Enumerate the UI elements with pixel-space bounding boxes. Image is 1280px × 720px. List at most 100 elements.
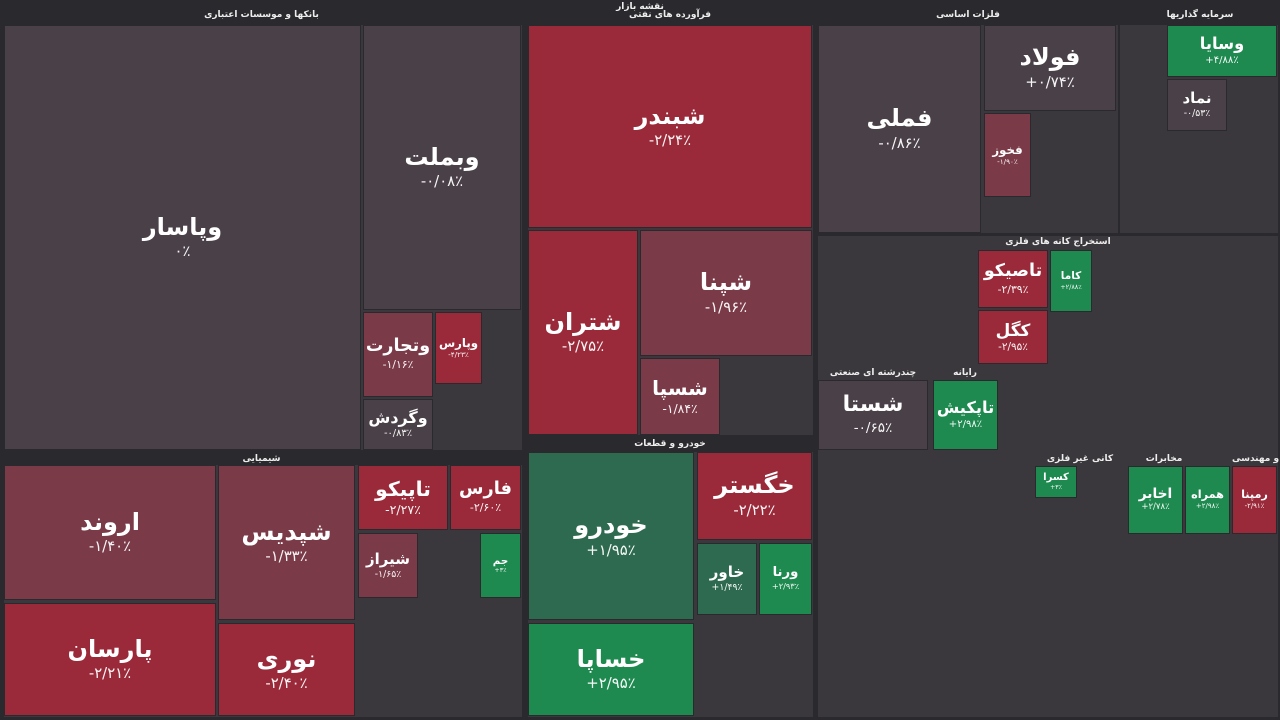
sector-title: فرآورده های نفتی xyxy=(628,10,712,20)
stock-change: +۲/۹۵٪ xyxy=(586,674,636,693)
sector-title: سرمایه گذاریها xyxy=(1166,10,1234,20)
stock-name: وگردش xyxy=(368,408,428,428)
stock-tile[interactable]: کسرا +۳٪ xyxy=(1035,466,1077,498)
stock-tile[interactable]: نوری -۲/۴۰٪ xyxy=(218,623,355,716)
stock-tile[interactable]: شپنا -۱/۹۶٪ xyxy=(640,230,812,356)
stock-change: -۲/۹۱٪ xyxy=(1244,501,1265,510)
stock-name: اخابر xyxy=(1138,485,1173,502)
stock-name: وسایا xyxy=(1199,34,1245,54)
stock-name: خساپا xyxy=(576,644,646,673)
stock-change: +۲/۹۳٪ xyxy=(771,581,800,592)
stock-change: -۲/۲۱٪ xyxy=(88,664,132,683)
stock-tile[interactable]: شستا -۰/۶۵٪ xyxy=(818,380,928,450)
stock-tile[interactable]: خودرو +۱/۹۵٪ xyxy=(528,452,694,620)
stock-tile[interactable]: فخوز -۱/۹۰٪ xyxy=(984,113,1031,197)
stock-change: -۱/۹۰٪ xyxy=(997,156,1018,166)
stock-tile[interactable]: فولاد +۰/۷۴٪ xyxy=(984,25,1116,111)
stock-name: اروند xyxy=(80,507,140,536)
stock-name: شپنا xyxy=(699,268,753,297)
stock-tile[interactable]: کگل -۲/۹۵٪ xyxy=(978,310,1048,364)
stock-tile[interactable]: وتجارت -۱/۱۶٪ xyxy=(363,312,433,397)
stock-name: شتران xyxy=(544,307,622,336)
stock-tile[interactable]: نماد -۰/۵۳٪ xyxy=(1167,79,1227,131)
stock-tile[interactable]: خگستر -۲/۲۲٪ xyxy=(697,452,812,540)
stock-tile[interactable]: تاصیکو -۲/۳۹٪ xyxy=(978,250,1048,308)
stock-change: +۱/۴۹٪ xyxy=(711,582,743,594)
stock-tile[interactable]: خساپا +۲/۹۵٪ xyxy=(528,623,694,716)
stock-change: +۳٪ xyxy=(1050,483,1062,491)
stock-tile[interactable]: همراه +۲/۹۸٪ xyxy=(1185,466,1230,534)
sector-title: خودرو و قطعات xyxy=(634,439,706,449)
stock-change: -۲/۲۴٪ xyxy=(648,131,692,150)
stock-change: +۱/۹۵٪ xyxy=(586,540,636,559)
stock-tile[interactable]: وبملت -۰/۰۸٪ xyxy=(363,25,521,310)
stock-name: شیراز xyxy=(366,549,410,568)
stock-name: خودرو xyxy=(574,511,648,540)
stock-name: جم xyxy=(492,554,509,567)
page-title: نقشه بازار xyxy=(616,2,664,12)
stock-change: -۱/۸۴٪ xyxy=(662,400,698,416)
stock-change: -۱/۳۳٪ xyxy=(265,547,308,566)
stock-tile[interactable]: شبندر -۲/۲۴٪ xyxy=(528,25,812,228)
stock-tile[interactable]: وگردش -۰/۸۳٪ xyxy=(363,399,433,450)
stock-tile[interactable]: تاپیکو -۲/۲۷٪ xyxy=(358,465,448,530)
stock-tile[interactable]: شیراز -۱/۶۵٪ xyxy=(358,533,418,598)
stock-change: -۲/۳۹٪ xyxy=(997,282,1029,296)
stock-change: +۲/۷۸٪ xyxy=(1141,502,1170,513)
stock-name: شبندر xyxy=(634,101,706,130)
stock-name: وبملت xyxy=(404,142,480,171)
stock-tile[interactable]: رمپنا -۲/۹۱٪ xyxy=(1232,466,1277,534)
stock-change: -۴/۲۳٪ xyxy=(448,349,469,359)
stock-name: پارسان xyxy=(67,634,153,663)
stock-name: رمپنا xyxy=(1241,488,1268,502)
stock-name: تاصیکو xyxy=(983,260,1043,281)
stock-name: کسرا xyxy=(1043,471,1069,483)
stock-change: -۱/۱۶٪ xyxy=(382,358,414,372)
stock-change: -۱/۴۰٪ xyxy=(88,537,132,556)
stock-tile[interactable]: پارسان -۲/۲۱٪ xyxy=(4,603,216,716)
stock-change: -۲/۲۲٪ xyxy=(733,500,776,519)
stock-name: کاما xyxy=(1060,270,1082,283)
stock-change: -۲/۲۷٪ xyxy=(385,501,421,517)
stock-change: +۳٪ xyxy=(494,567,507,575)
stock-tile[interactable]: وسایا +۴/۸۸٪ xyxy=(1167,25,1277,77)
sector-title: مخابرات xyxy=(1145,454,1183,464)
stock-tile[interactable]: فملی -۰/۸۶٪ xyxy=(818,25,981,233)
sector-title: رایانه xyxy=(953,368,977,378)
stock-tile[interactable]: خاور +۱/۴۹٪ xyxy=(697,543,757,615)
stock-change: -۲/۴۰٪ xyxy=(265,674,308,693)
stock-change: +۲/۹۸٪ xyxy=(948,418,983,430)
stock-change: +۲/۸۸٪ xyxy=(1060,282,1082,291)
stock-name: شپدیس xyxy=(241,517,332,546)
stock-name: وپارس xyxy=(438,335,479,350)
stock-tile[interactable]: شسپا -۱/۸۴٪ xyxy=(640,358,720,435)
stock-tile[interactable]: فارس -۲/۶۰٪ xyxy=(450,465,521,530)
sector-title: شیمیایی xyxy=(242,454,281,464)
sector-title: چندرشته ای صنعتی xyxy=(829,368,917,378)
stock-tile[interactable]: تاپکیش +۲/۹۸٪ xyxy=(933,380,998,450)
stock-name: شستا xyxy=(842,392,904,418)
stock-tile[interactable]: شتران -۲/۷۵٪ xyxy=(528,230,638,435)
stock-name: ورنا xyxy=(772,565,799,581)
stock-name: وپاسار xyxy=(142,212,223,241)
stock-tile[interactable]: ورنا +۲/۹۳٪ xyxy=(759,543,812,615)
stock-change: +۲/۹۸٪ xyxy=(1195,501,1220,510)
stock-tile[interactable]: جم +۳٪ xyxy=(480,533,521,598)
stock-change: -۱/۹۶٪ xyxy=(704,297,748,316)
stock-tile[interactable]: وپارس -۴/۲۳٪ xyxy=(435,312,482,384)
stock-tile[interactable]: کاما +۲/۸۸٪ xyxy=(1050,250,1092,312)
stock-tile[interactable]: وپاسار ۰٪ xyxy=(4,25,361,450)
stock-name: تاپکیش xyxy=(936,398,995,418)
stock-change: -۲/۹۵٪ xyxy=(998,340,1028,353)
stock-tile[interactable]: اخابر +۲/۷۸٪ xyxy=(1128,466,1183,534)
stock-tile[interactable]: شپدیس -۱/۳۳٪ xyxy=(218,465,355,620)
sector-title: فلزات اساسی xyxy=(936,10,1000,20)
stock-name: تاپیکو xyxy=(375,476,431,501)
stock-name: همراه xyxy=(1191,488,1224,502)
stock-change: ۰٪ xyxy=(174,242,191,261)
stock-change: -۰/۸۶٪ xyxy=(878,133,921,152)
stock-tile[interactable]: اروند -۱/۴۰٪ xyxy=(4,465,216,600)
sector-title: فنی و مهندسی xyxy=(1232,454,1280,464)
stock-name: فملی xyxy=(866,104,933,133)
